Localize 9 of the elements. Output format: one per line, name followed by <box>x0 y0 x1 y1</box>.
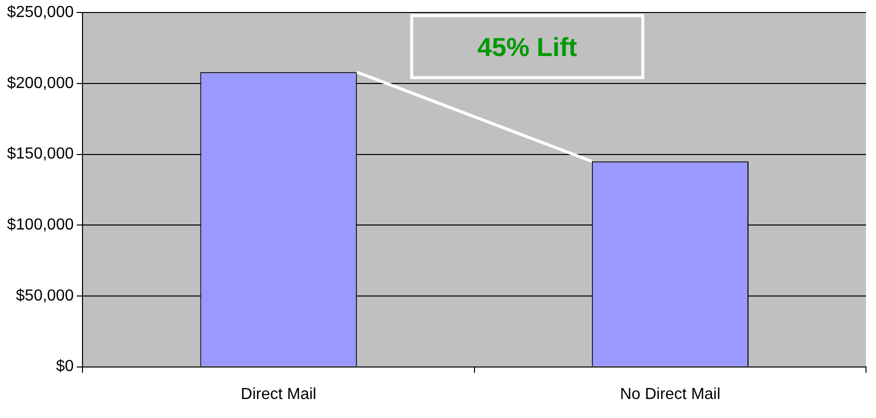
x-tick-label: Direct Mail <box>240 386 316 403</box>
y-tick-label: $250,000 <box>7 4 74 22</box>
y-tick-label: $200,000 <box>7 74 74 92</box>
x-tick-label: No Direct Mail <box>620 386 720 403</box>
y-tick-label: $100,000 <box>7 216 74 234</box>
annotation: 45% Lift <box>477 32 578 62</box>
y-tick-label: $0 <box>56 358 74 376</box>
y-tick-label: $150,000 <box>7 146 74 163</box>
y-tick-label: $50,000 <box>16 287 74 304</box>
